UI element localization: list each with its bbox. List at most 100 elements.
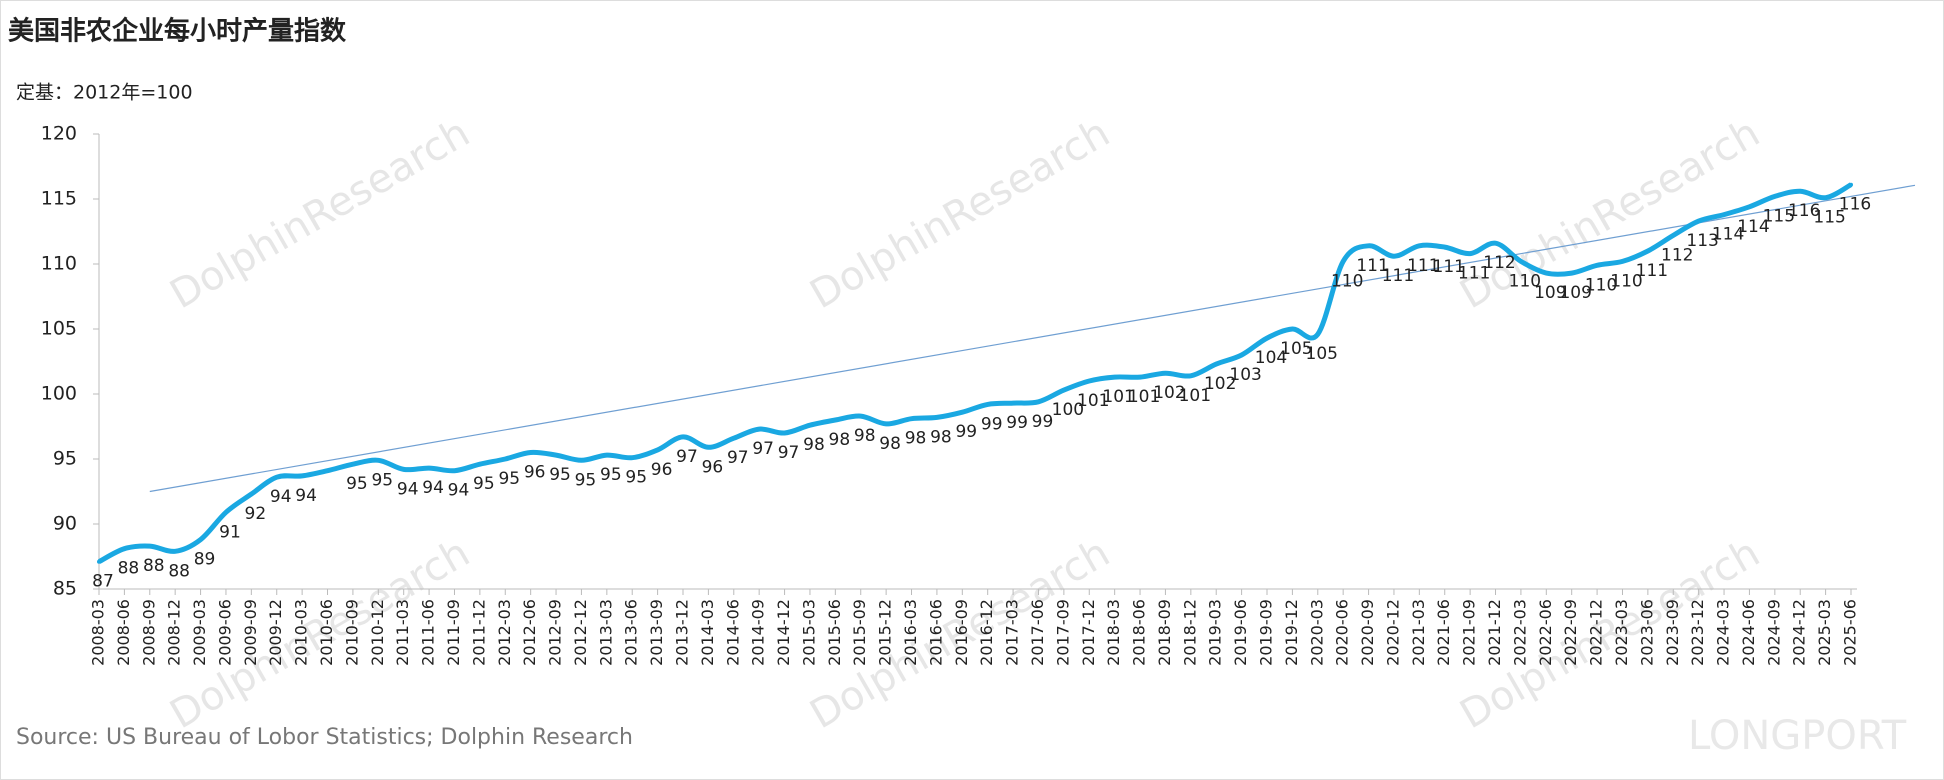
point bbox=[300, 473, 305, 478]
point bbox=[325, 468, 330, 473]
point bbox=[173, 549, 178, 554]
x-tick-label: 2010-12 bbox=[368, 599, 387, 666]
x-tick-label: 2012-06 bbox=[520, 599, 539, 666]
data-label: 97 bbox=[752, 439, 774, 459]
x-tick-label: 2016-03 bbox=[901, 599, 920, 666]
data-label: 98 bbox=[905, 429, 927, 449]
x-tick-label: 2025-03 bbox=[1815, 599, 1834, 666]
data-label: 95 bbox=[346, 474, 368, 494]
data-label: 94 bbox=[270, 487, 292, 507]
x-tick-label: 2016-06 bbox=[926, 599, 945, 666]
x-tick-label: 2013-12 bbox=[673, 599, 692, 666]
data-label: 110 bbox=[1509, 271, 1541, 291]
point bbox=[427, 466, 432, 471]
point bbox=[655, 447, 660, 452]
data-label: 111 bbox=[1433, 257, 1465, 277]
data-label: 101 bbox=[1077, 391, 1109, 411]
data-label: 87 bbox=[92, 572, 114, 592]
point bbox=[528, 450, 533, 455]
x-tick-label: 2019-12 bbox=[1282, 599, 1301, 666]
data-label: 99 bbox=[955, 422, 977, 442]
x-tick-label: 2008-09 bbox=[139, 599, 158, 666]
data-label: 101 bbox=[1102, 387, 1134, 407]
point bbox=[1442, 245, 1447, 250]
point bbox=[376, 458, 381, 463]
data-label: 98 bbox=[803, 435, 825, 455]
data-label: 101 bbox=[1179, 386, 1211, 406]
point bbox=[630, 455, 635, 460]
x-tick-label: 2010-03 bbox=[292, 599, 311, 666]
point bbox=[1366, 243, 1371, 248]
data-label: 110 bbox=[1610, 271, 1642, 291]
point bbox=[198, 537, 203, 542]
point bbox=[1493, 241, 1498, 246]
data-label: 115 bbox=[1763, 206, 1795, 226]
data-label: 95 bbox=[371, 470, 393, 490]
point bbox=[1798, 189, 1803, 194]
x-tick-label: 2020-06 bbox=[1333, 599, 1352, 666]
data-label: 110 bbox=[1585, 275, 1617, 295]
data-label: 105 bbox=[1306, 344, 1338, 364]
point bbox=[1468, 251, 1473, 256]
x-tick-label: 2012-09 bbox=[546, 599, 565, 666]
data-label: 111 bbox=[1407, 256, 1439, 276]
data-label: 98 bbox=[930, 427, 952, 447]
data-label: 115 bbox=[1813, 208, 1845, 228]
point bbox=[731, 436, 736, 441]
data-label: 98 bbox=[854, 426, 876, 446]
point bbox=[1290, 327, 1295, 331]
x-tick-label: 2020-03 bbox=[1307, 599, 1326, 666]
x-tick-label: 2023-09 bbox=[1663, 599, 1682, 666]
x-tick-label: 2019-03 bbox=[1206, 599, 1225, 666]
x-tick-label: 2008-03 bbox=[89, 599, 108, 666]
data-label: 95 bbox=[549, 465, 571, 485]
x-tick-label: 2011-03 bbox=[393, 599, 412, 666]
point bbox=[1849, 182, 1853, 187]
x-tick-label: 2013-03 bbox=[596, 599, 615, 666]
data-label: 88 bbox=[168, 561, 190, 581]
x-tick-label: 2011-12 bbox=[469, 599, 488, 666]
x-tick-label: 2018-09 bbox=[1155, 599, 1174, 666]
x-tick-label: 2024-12 bbox=[1790, 599, 1809, 666]
y-tick-label: 105 bbox=[41, 318, 77, 340]
data-label: 99 bbox=[1032, 412, 1054, 432]
data-label: 99 bbox=[1006, 413, 1028, 433]
data-label: 91 bbox=[219, 522, 241, 542]
point bbox=[122, 546, 127, 551]
point bbox=[452, 468, 457, 473]
x-tick-label: 2021-12 bbox=[1485, 599, 1504, 666]
x-tick-label: 2014-06 bbox=[723, 599, 742, 666]
data-label: 105 bbox=[1280, 339, 1312, 359]
subtitle: 定基：2012年=100 bbox=[16, 82, 193, 104]
x-tick-label: 2023-03 bbox=[1612, 599, 1631, 666]
point bbox=[477, 462, 482, 467]
data-label: 95 bbox=[600, 465, 622, 485]
x-tick-label: 2009-06 bbox=[215, 599, 234, 666]
point bbox=[833, 418, 838, 422]
x-tick-label: 2012-03 bbox=[495, 599, 514, 666]
x-tick-label: 2015-12 bbox=[876, 599, 895, 666]
data-label: 102 bbox=[1153, 383, 1185, 403]
data-label: 114 bbox=[1712, 225, 1744, 245]
x-tick-label: 2012-12 bbox=[571, 599, 590, 666]
x-tick-label: 2010-09 bbox=[342, 599, 361, 666]
x-tick-label: 2015-03 bbox=[799, 599, 818, 666]
point bbox=[1011, 401, 1016, 406]
x-tick-label: 2024-06 bbox=[1739, 599, 1758, 666]
point bbox=[1569, 271, 1574, 276]
data-label: 97 bbox=[727, 448, 749, 468]
x-tick-label: 2020-12 bbox=[1383, 599, 1402, 666]
x-tick-label: 2009-09 bbox=[241, 599, 260, 666]
data-label: 89 bbox=[194, 550, 216, 570]
data-label: 102 bbox=[1204, 374, 1236, 394]
point bbox=[681, 434, 685, 439]
data-label: 116 bbox=[1788, 201, 1820, 221]
data-label: 112 bbox=[1483, 253, 1515, 273]
x-tick-label: 2009-03 bbox=[190, 599, 209, 666]
x-tick-label: 2018-12 bbox=[1180, 599, 1199, 666]
point bbox=[350, 462, 355, 467]
data-label: 88 bbox=[143, 556, 165, 576]
x-tick-label: 2022-06 bbox=[1536, 599, 1555, 666]
point bbox=[909, 416, 914, 421]
x-tick-label: 2014-12 bbox=[774, 599, 793, 666]
